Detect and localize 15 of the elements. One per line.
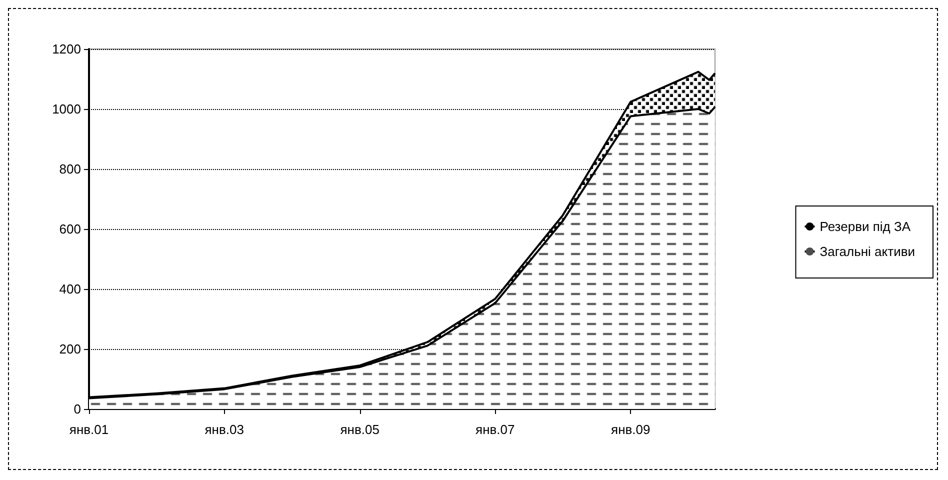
y-tick-label: 0: [74, 402, 81, 416]
chart-frame: 0 200 400 600 800 1000 1200 янв.01 янв.03 янв.05 янв.07 янв.09 Резерви під ЗА Загальні активи: [8, 8, 938, 470]
y-tick-label: 1200: [52, 42, 81, 56]
x-tick-label: янв.09: [611, 422, 650, 437]
legend-label: Резерви під ЗА: [820, 219, 911, 234]
x-tick-label: янв.03: [204, 422, 244, 437]
x-tick-label: янв.07: [476, 422, 515, 437]
y-tick-label: 600: [59, 222, 81, 236]
y-tick-label: 1000: [52, 102, 81, 116]
legend-label: Загальні активи: [820, 244, 916, 259]
y-tick-label: 200: [59, 342, 81, 356]
y-tick-label: 800: [59, 162, 81, 176]
x-tick-label: янв.01: [69, 422, 109, 437]
y-tick-label: 400: [59, 282, 81, 296]
x-tick-label: янв.05: [340, 422, 380, 437]
